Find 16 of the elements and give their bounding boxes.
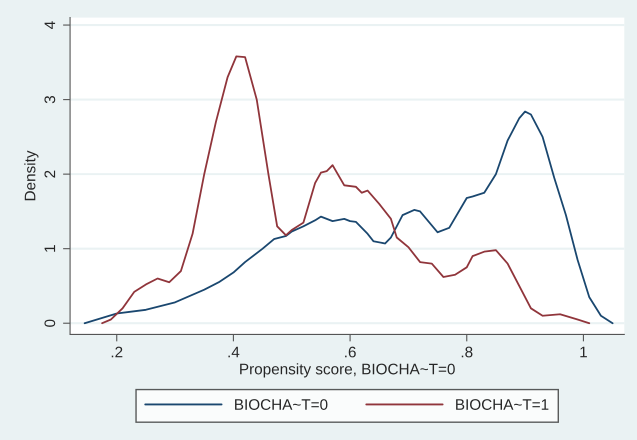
y-tick-label: 3 (44, 96, 56, 104)
legend-label: BIOCHA~T=1 (456, 399, 548, 410)
y-tick-label: 1 (44, 245, 56, 252)
x-axis-title: Propensity score, BIOCHA~T=0 (240, 363, 455, 378)
line-series (101, 55, 590, 324)
y-tick-label: 2 (44, 170, 56, 178)
x-tick-label: 1 (580, 346, 587, 358)
legend-label: BIOCHA~T=0 (235, 399, 328, 410)
x-tick-label: .8 (462, 346, 472, 358)
x-tick-label: .4 (228, 346, 240, 358)
y-tick-label: 0 (44, 320, 56, 327)
x-tick-label: .2 (112, 346, 122, 358)
line-series (84, 110, 614, 324)
y-axis-title: Density (24, 150, 38, 200)
x-tick-label: .6 (345, 346, 356, 358)
y-tick-label: 4 (44, 21, 56, 29)
